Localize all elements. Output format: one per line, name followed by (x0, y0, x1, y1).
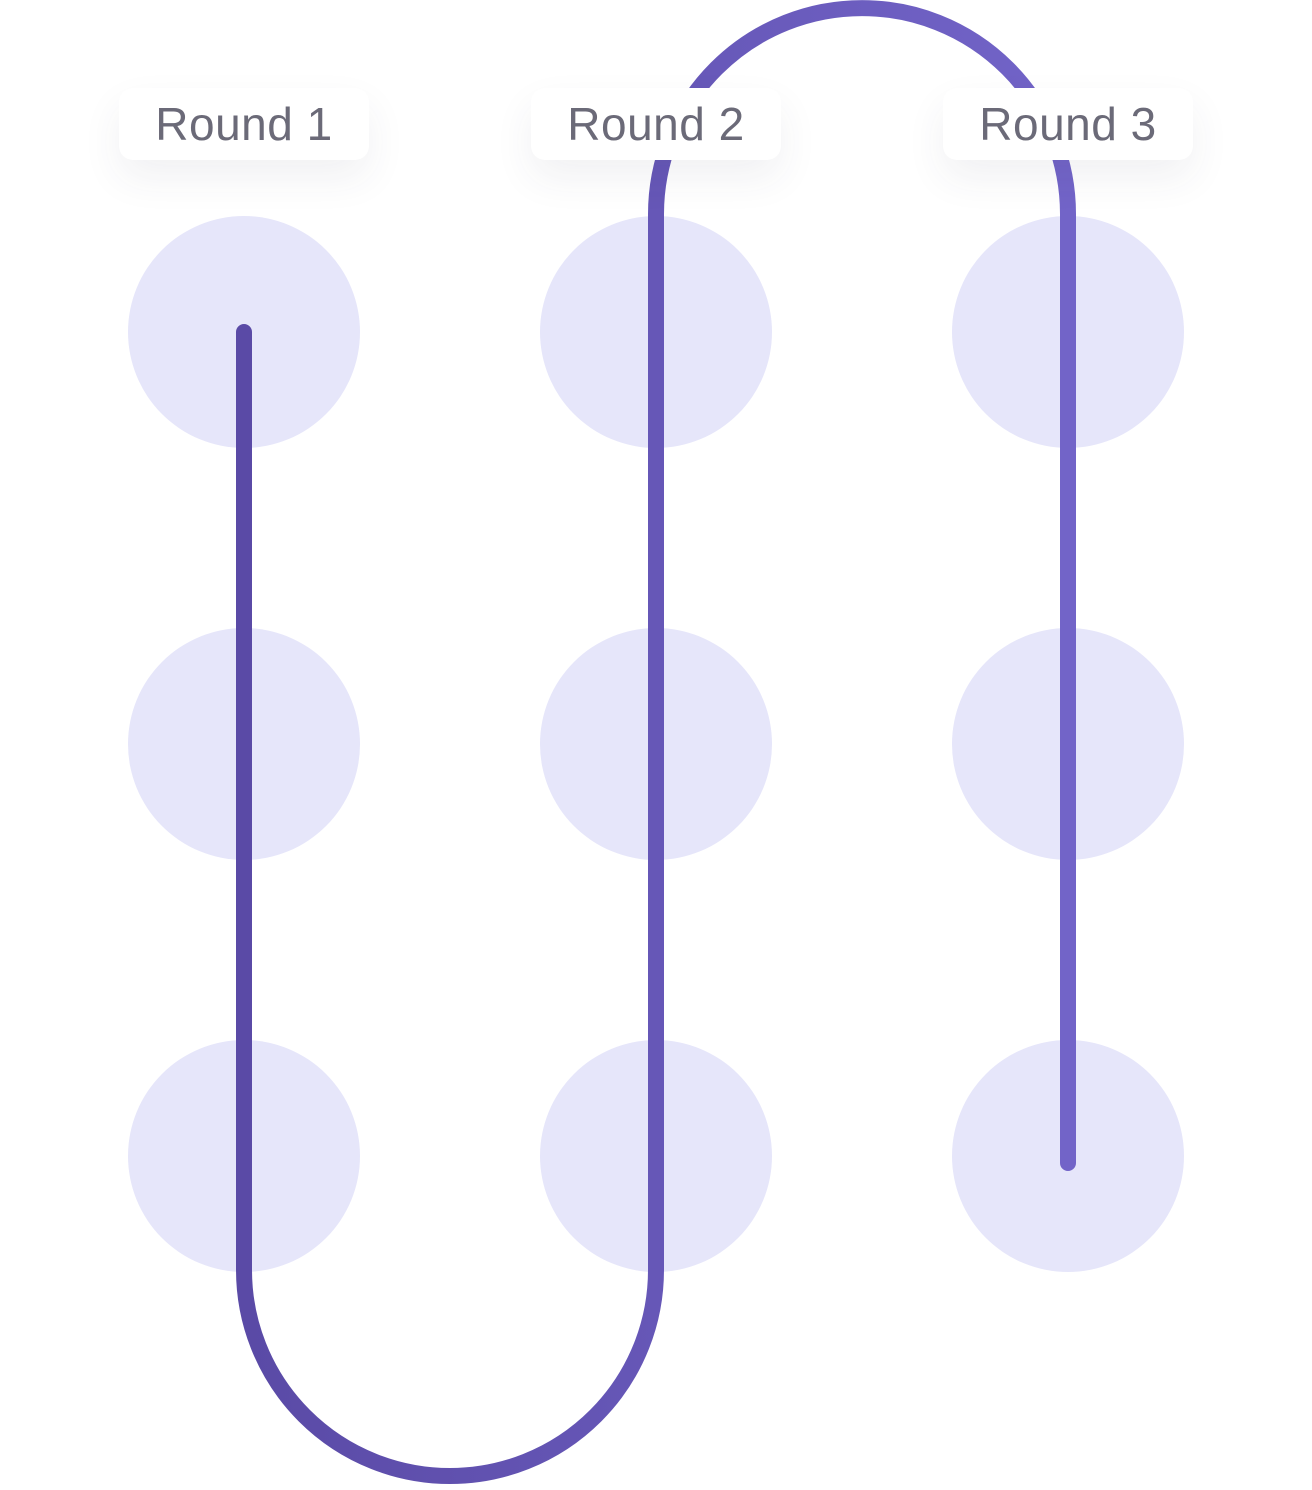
round-label-2: Round 2 (531, 88, 781, 160)
round-label-3: Round 3 (943, 88, 1193, 160)
round-label-1: Round 1 (119, 88, 369, 160)
serpentine-path (236, 0, 1076, 1484)
